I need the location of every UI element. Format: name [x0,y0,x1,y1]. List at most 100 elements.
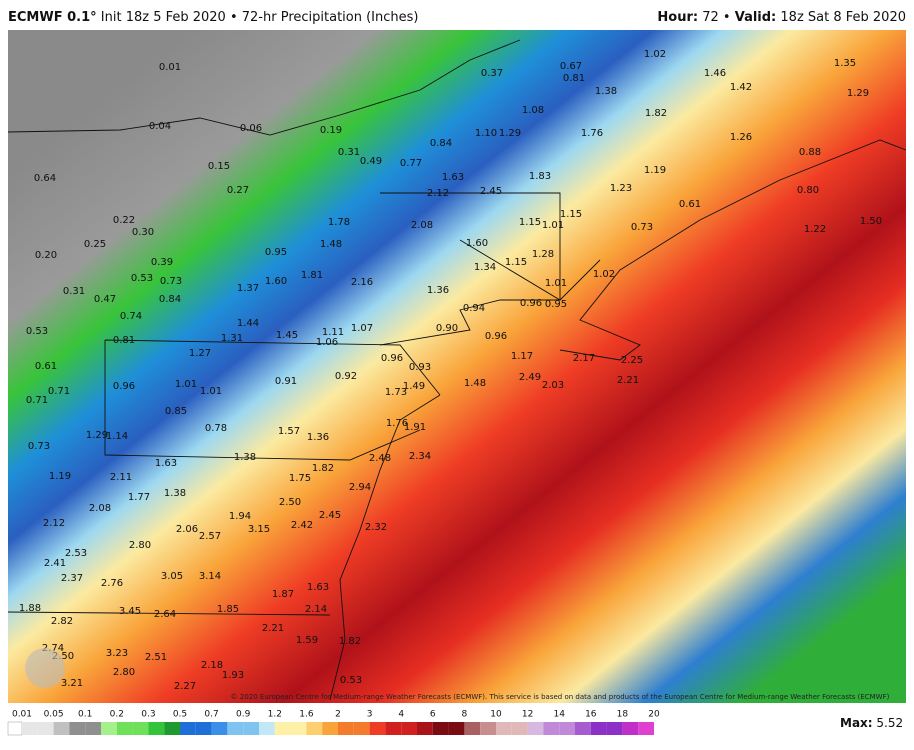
precip-label: 2.11 [110,472,132,483]
valid: 18z Sat 8 Feb 2020 [780,10,906,25]
precip-label: 2.53 [65,548,87,559]
precip-label: 2.50 [279,497,301,508]
precip-label: 1.46 [704,68,726,79]
precip-label: 2.57 [199,531,221,542]
legend-swatch [417,722,433,735]
precip-label: 2.42 [291,520,313,531]
precip-label: 1.06 [316,337,338,348]
precip-label: 2.14 [305,604,327,615]
precip-label: 1.76 [581,128,603,139]
precip-label: 0.53 [26,326,48,337]
precip-label: 1.94 [229,511,251,522]
precip-label: 1.08 [522,105,544,116]
boundaries [7,39,907,701]
precip-label: 1.14 [106,431,128,442]
precip-label: 0.74 [120,311,142,322]
precip-label: 2.48 [369,453,391,464]
precip-label: 1.34 [474,262,496,273]
legend: 0.01 0.05 0.1 0.2 0.3 0.5 0.7 0.9 1.2 1.6 2 3 4 6 8 10 1… [7,710,660,736]
border-nc [7,611,331,616]
hour-label: Hour: [657,10,698,25]
precip-label: 0.31 [338,147,360,158]
precip-label: 2.08 [89,503,111,514]
precip-label: 0.96 [520,298,542,309]
legend-swatch [480,722,496,735]
legend-swatch [590,722,607,735]
precip-label: 1.91 [404,422,426,433]
precip-label: 2.34 [409,451,431,462]
precip-label: 2.45 [319,510,341,521]
precip-label: 0.95 [265,247,287,258]
precip-label: 3.15 [248,524,270,535]
precip-label: 1.07 [351,323,373,334]
precip-label: 1.82 [645,108,667,119]
precip-label: 1.81 [301,270,323,281]
precip-label: 0.31 [63,286,85,297]
precip-label: 0.71 [26,395,48,406]
legend-swatch [338,722,354,735]
precip-label: 0.39 [151,257,173,268]
legend-tick-label: 1.6 [299,710,314,720]
legend-swatch [464,722,481,735]
legend-swatch [559,722,575,735]
legend-swatch [290,722,307,735]
precip-label: 0.95 [545,299,567,310]
legend-swatch [132,722,149,735]
legend-swatch [85,722,101,735]
precip-label: 0.53 [340,675,362,686]
precip-label: 1.23 [610,183,632,194]
legend-swatch [606,722,623,735]
legend-tick-label: 18 [617,710,629,720]
precip-label: 0.47 [94,294,116,305]
precip-label: 0.80 [797,185,819,196]
legend-swatch [211,722,228,735]
precip-label: 1.19 [644,165,666,176]
precip-label: 1.29 [847,88,869,99]
legend-tick-label: 8 [462,710,468,720]
valid-label: Valid: [735,10,777,25]
precip-label: 0.78 [205,423,227,434]
precip-label: 1.60 [466,238,488,249]
precip-label: 1.63 [442,172,464,183]
max-value: 5.52 [876,716,903,730]
precip-label: 0.37 [481,68,503,79]
legend-swatch [353,722,370,735]
precip-label: 1.29 [499,128,521,139]
precip-label: 0.84 [430,138,452,149]
legend-tick-label: 2 [335,710,341,720]
description: Init 18z 5 Feb 2020 • 72-hr Precipitatio… [101,10,419,25]
precip-label: 3.05 [161,571,183,582]
precip-label: 0.73 [28,441,50,452]
legend-tick-label: 10 [490,710,502,720]
legend-swatch [227,722,244,735]
legend-swatch [148,722,165,735]
precip-label: 2.80 [129,540,151,551]
legend-swatch [195,722,212,735]
precip-label: 1.63 [307,582,329,593]
precip-label: 0.77 [400,158,422,169]
precip-label: 1.27 [189,348,211,359]
max-label: Max: [840,716,873,730]
legend-swatch [638,722,654,735]
precip-label: 1.31 [221,333,243,344]
legend-swatch [116,722,133,735]
legend-swatch [180,722,196,735]
precip-label: 1.60 [265,276,287,287]
precip-label: 1.19 [49,471,71,482]
legend-tick-label: 0.7 [204,710,218,720]
precip-label: 1.88 [19,603,41,614]
legend-tick-label: 0.3 [141,710,155,720]
legend-tick-label: 0.9 [236,710,251,720]
precip-label: 0.25 [84,239,106,250]
precip-label: 2.74 [42,643,64,654]
legend-tick-label: 4 [398,710,404,720]
precip-label: 1.93 [222,670,244,681]
precip-label: 2.94 [349,482,371,493]
legend-tick-label: 0.5 [173,710,187,720]
precip-label: 2.82 [51,616,73,627]
precip-label: 1.15 [560,209,582,220]
precip-label: 0.71 [48,386,70,397]
precip-label: 3.45 [119,606,141,617]
legend-swatch [22,722,38,735]
